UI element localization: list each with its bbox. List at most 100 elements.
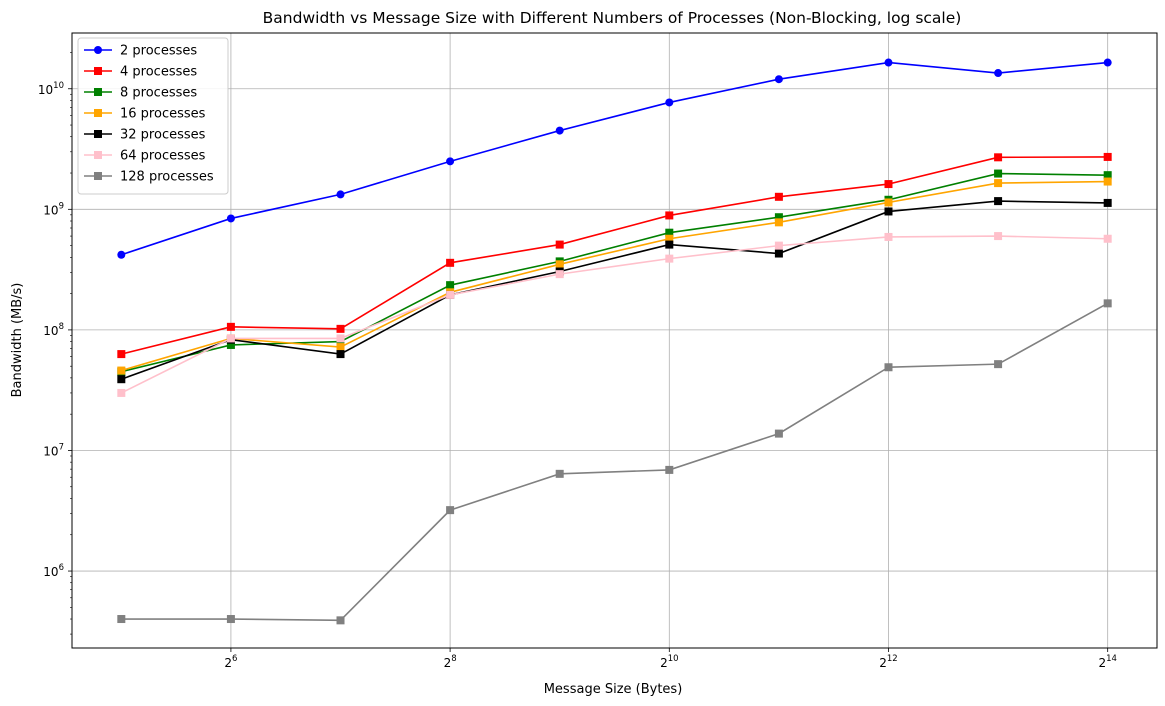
data-point (117, 375, 126, 384)
data-point (117, 250, 126, 259)
series-line (121, 156, 1108, 355)
y-tick-base: 10 (43, 324, 58, 338)
data-point (336, 616, 345, 625)
y-axis-label: Bandwidth (MB/s) (10, 283, 25, 398)
data-point (336, 350, 345, 359)
y-tick-label: 109 (43, 201, 64, 217)
series-line (121, 302, 1109, 622)
data-point (665, 211, 674, 220)
legend-item: 8 processes (84, 86, 197, 101)
legend-marker (94, 109, 102, 117)
x-tick-exponent: 12 (887, 654, 898, 664)
series-line (121, 61, 1108, 256)
x-tick-exponent: 6 (232, 654, 237, 664)
series-group (117, 232, 1112, 397)
y-tick-label: 108 (43, 322, 64, 338)
data-point (994, 232, 1003, 241)
legend-marker (94, 151, 102, 159)
data-point (226, 322, 235, 331)
series-group (117, 197, 1112, 384)
legend-label: 128 processes (120, 170, 214, 185)
data-point (1103, 299, 1112, 308)
data-point (117, 615, 126, 624)
data-point (117, 388, 126, 397)
x-axis-label: Message Size (Bytes) (544, 682, 683, 697)
y-tick-base: 10 (43, 444, 58, 458)
legend-label: 8 processes (120, 86, 197, 101)
legend-label: 32 processes (120, 128, 206, 143)
data-point (555, 126, 564, 135)
data-point (665, 228, 674, 237)
x-tick-label: 28 (444, 654, 457, 670)
x-tick-base: 2 (1098, 656, 1106, 670)
legend-item: 16 processes (84, 107, 206, 122)
legend-label: 16 processes (120, 107, 206, 122)
legend-item: 32 processes (84, 128, 206, 143)
x-tick-exponent: 8 (451, 654, 456, 664)
data-point (774, 75, 783, 84)
data-point (994, 179, 1003, 188)
data-point (665, 98, 674, 107)
data-point (1103, 177, 1112, 186)
data-point (884, 207, 893, 216)
y-tick-exponent: 6 (59, 563, 64, 573)
legend-marker (94, 172, 102, 180)
chart-title: Bandwidth vs Message Size with Different… (263, 9, 962, 27)
legend-label: 2 processes (120, 44, 197, 59)
x-tick-base: 2 (224, 656, 232, 670)
data-point (336, 324, 345, 333)
y-tick-label: 106 (43, 563, 64, 579)
data-point (994, 69, 1003, 78)
data-point (226, 214, 235, 223)
legend-label: 4 processes (120, 65, 197, 80)
x-tick-base: 2 (660, 656, 668, 670)
data-point (665, 234, 674, 243)
y-tick-exponent: 8 (59, 322, 64, 332)
data-point (665, 465, 674, 474)
x-tick-base: 2 (444, 656, 452, 670)
x-tick-label: 210 (660, 654, 678, 670)
y-tick-label: 1010 (38, 81, 64, 97)
data-point (446, 258, 455, 267)
data-point (446, 157, 455, 166)
data-point (665, 240, 674, 249)
x-tick-exponent: 14 (1106, 654, 1117, 664)
x-tick-label: 214 (1098, 654, 1116, 670)
data-point (994, 197, 1003, 206)
data-point (884, 58, 893, 67)
x-tick-base: 2 (879, 656, 887, 670)
data-point (774, 213, 783, 222)
series-line (121, 200, 1108, 380)
data-point (1103, 171, 1112, 180)
y-tick-exponent: 9 (59, 201, 64, 211)
data-point (884, 180, 893, 189)
data-point (774, 241, 783, 250)
data-point (774, 192, 783, 201)
data-point (226, 615, 235, 624)
data-point (884, 232, 893, 241)
series-line (120, 235, 1108, 394)
data-point (555, 260, 564, 269)
data-point (336, 343, 345, 352)
data-point (1103, 58, 1112, 67)
y-tick-label: 107 (43, 442, 64, 458)
data-point (994, 153, 1003, 162)
data-point (994, 169, 1003, 178)
data-point (994, 360, 1003, 369)
plot-area-frame (71, 32, 1158, 649)
legend-label: 64 processes (120, 149, 206, 164)
series-group (117, 299, 1112, 625)
data-point (665, 254, 674, 263)
x-tick-label: 26 (224, 654, 237, 670)
series-group (117, 152, 1112, 359)
legend-item: 64 processes (84, 149, 206, 164)
legend-item: 128 processes (84, 170, 214, 185)
x-tick-exponent: 10 (668, 654, 679, 664)
y-tick-base: 10 (38, 83, 53, 97)
legend-marker (94, 46, 102, 54)
y-tick-base: 10 (43, 203, 58, 217)
series-group (117, 58, 1112, 259)
grid-layer (72, 33, 1157, 648)
data-point (884, 363, 893, 372)
